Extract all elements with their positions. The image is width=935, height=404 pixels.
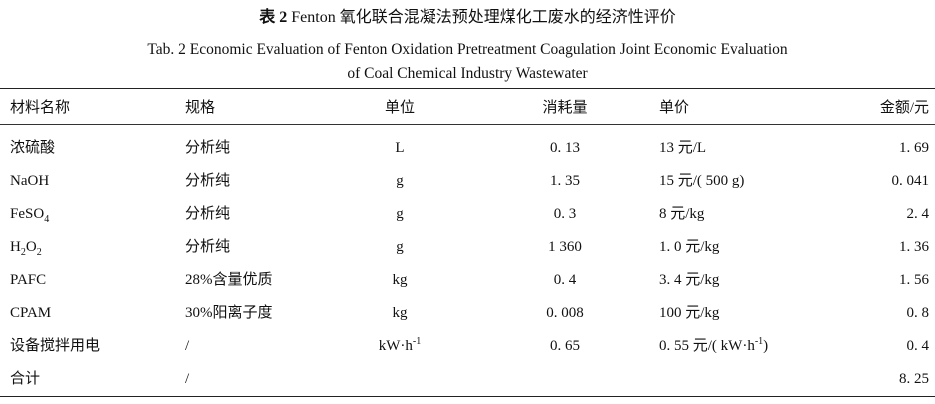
cell-unit-price: 0. 55 元/( kW·h-1) (659, 330, 768, 362)
price-superscript: -1 (754, 336, 764, 347)
price-text: 0. 55 元/( kW·h (659, 338, 755, 354)
cell-spec: 分析纯 (185, 239, 231, 255)
cell-unit-price: 13 元/L (659, 140, 707, 156)
cell-material: PAFC (10, 272, 47, 288)
cell-spec: / (185, 338, 190, 354)
cell-unit: kW·h-1 (340, 330, 460, 362)
cell-amount: 1. 69 (899, 140, 929, 156)
cell-material: 合计 (10, 371, 41, 387)
cell-amount: 1. 36 (899, 239, 929, 255)
formula-subscript: 2 (20, 247, 26, 258)
cell-unit-price: 8 元/kg (659, 206, 705, 222)
cell-amount: 2. 4 (906, 206, 930, 222)
formula-subscript: 4 (44, 214, 50, 225)
cell-spec: / (185, 371, 190, 387)
cell-unit-price: 100 元/kg (659, 305, 720, 321)
table-row: H2O2 分析纯 g 1 360 1. 0 元/kg 1. 36 (0, 231, 935, 263)
cell-unit: g (396, 239, 404, 255)
cell-consumption: 0. 65 (550, 338, 580, 354)
cell-unit-price: 3. 4 元/kg (659, 272, 720, 288)
header-material: 材料名称 (10, 100, 71, 116)
table-top-rule (0, 88, 935, 89)
table-row: 设备搅拌用电 / kW·h-1 0. 65 0. 55 元/( kW·h-1) … (0, 330, 935, 362)
header-consumption: 消耗量 (542, 100, 588, 116)
cell-material: CPAM (10, 305, 52, 321)
table-number: 表 2 (259, 9, 288, 26)
cell-unit: L (395, 140, 405, 156)
table-caption-cn: 表 2 Fenton 氧化联合混凝法预处理煤化工废水的经济性评价 (0, 8, 935, 28)
cell-consumption: 0. 13 (550, 140, 580, 156)
table-caption-en-line2: of Coal Chemical Industry Wastewater (347, 65, 588, 82)
cell-unit-price: 1. 0 元/kg (659, 239, 720, 255)
cell-spec: 分析纯 (185, 173, 231, 189)
table-total-row: 合计 / 8. 25 (0, 363, 935, 395)
cell-consumption: 1 360 (548, 239, 582, 255)
cell-amount: 1. 56 (899, 272, 929, 288)
cell-amount: 0. 4 (906, 338, 930, 354)
cell-spec: 分析纯 (185, 140, 231, 156)
cell-consumption: 0. 3 (553, 206, 577, 222)
cell-unit: g (396, 206, 404, 222)
formula-o: O (25, 239, 37, 255)
cell-material: H2O2 (10, 231, 42, 263)
cell-unit: g (396, 173, 404, 189)
cell-unit-price: 15 元/( 500 g) (659, 173, 745, 189)
table-row: NaOH 分析纯 g 1. 35 15 元/( 500 g) 0. 041 (0, 165, 935, 197)
table-row: PAFC 28%含量优质 kg 0. 4 3. 4 元/kg 1. 56 (0, 264, 935, 296)
table-row: FeSO4 分析纯 g 0. 3 8 元/kg 2. 4 (0, 198, 935, 230)
cell-consumption: 1. 35 (550, 173, 580, 189)
unit-text: kW·h (378, 338, 413, 354)
cell-material: NaOH (10, 173, 50, 189)
cell-amount: 8. 25 (899, 371, 929, 387)
cell-unit: kg (392, 305, 408, 321)
cell-unit: kg (392, 272, 408, 288)
header-unit: 单位 (384, 100, 415, 116)
cell-material: 浓硫酸 (10, 140, 56, 156)
header-spec: 规格 (185, 100, 216, 116)
header-unit-price: 单价 (659, 100, 690, 116)
header-amount: 金额/元 (879, 100, 929, 116)
cell-material: 设备搅拌用电 (10, 338, 101, 354)
cell-spec: 30%阳离子度 (185, 305, 273, 321)
cell-amount: 0. 041 (891, 173, 930, 189)
formula-h: H (10, 239, 21, 255)
unit-superscript: -1 (412, 336, 422, 347)
table-row: CPAM 30%阳离子度 kg 0. 008 100 元/kg 0. 8 (0, 297, 935, 329)
formula-subscript: 2 (36, 247, 42, 258)
price-close: ) (763, 338, 769, 354)
table-row: 浓硫酸 分析纯 L 0. 13 13 元/L 1. 69 (0, 132, 935, 164)
table-bottom-rule (0, 396, 935, 397)
table-header-row: 材料名称 规格 单位 消耗量 单价 金额/元 (0, 92, 935, 124)
table-caption-en-line1: Tab. 2 Economic Evaluation of Fenton Oxi… (147, 41, 788, 58)
cell-consumption: 0. 008 (546, 305, 584, 321)
formula-text: FeSO (10, 206, 45, 222)
cell-spec: 分析纯 (185, 206, 231, 222)
table-header-rule (0, 124, 935, 125)
cell-amount: 0. 8 (906, 305, 930, 321)
cell-spec: 28%含量优质 (185, 272, 273, 288)
table-title-cn: Fenton 氧化联合混凝法预处理煤化工废水的经济性评价 (291, 9, 676, 26)
cell-material: FeSO4 (10, 198, 49, 230)
cell-consumption: 0. 4 (553, 272, 577, 288)
